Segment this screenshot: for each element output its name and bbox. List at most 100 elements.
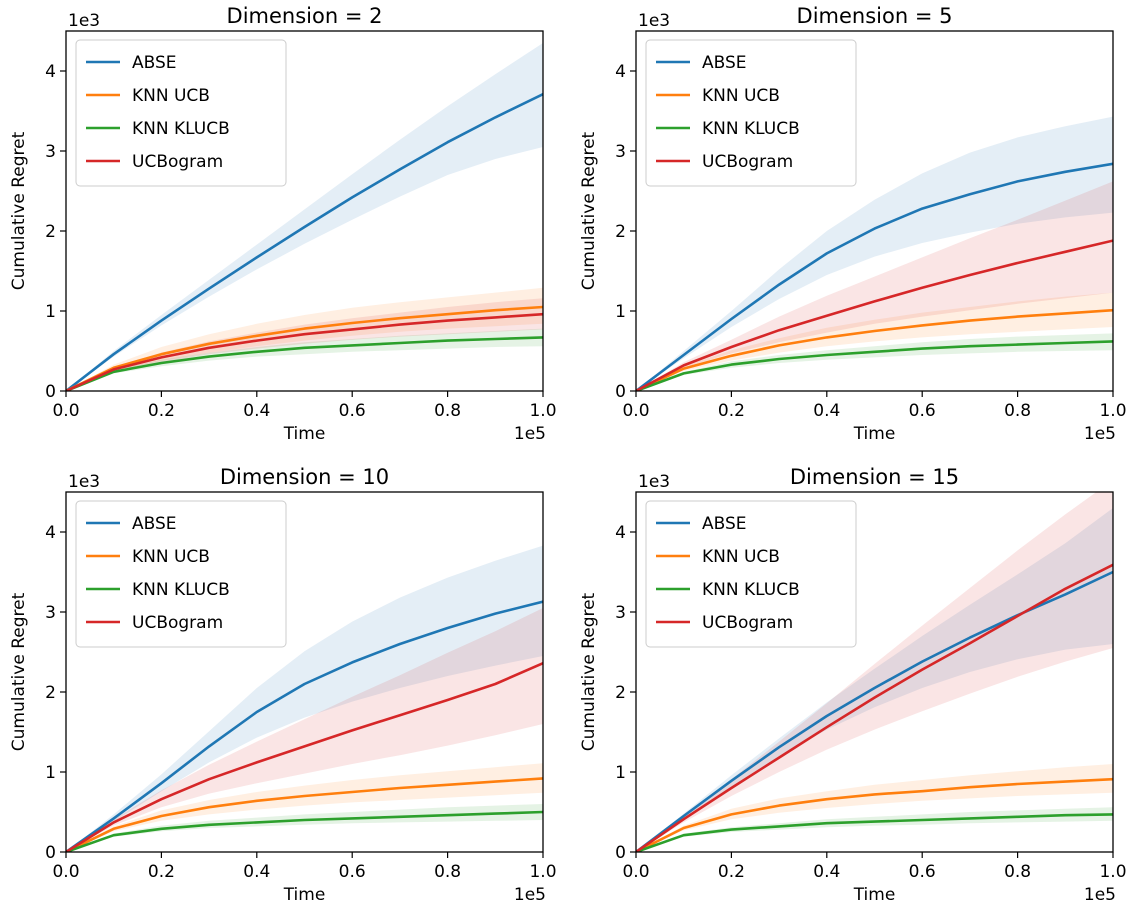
line-knn-klucb xyxy=(66,810,543,852)
y-tick-label: 2 xyxy=(45,222,56,242)
legend-box xyxy=(75,39,287,187)
y-tick-label: 3 xyxy=(45,142,56,162)
x-tick-label: 1.0 xyxy=(1099,862,1126,882)
legend-label: UCBogram xyxy=(132,613,223,633)
x-axis: 0.0 0.2 0.4 0.6 0.8 1.0 xyxy=(622,852,1127,882)
legend-label: UCBogram xyxy=(702,613,793,633)
legend-label: KNN UCB xyxy=(702,86,780,106)
legend-label: KNN UCB xyxy=(702,547,780,567)
line-ucbogram xyxy=(636,563,1113,852)
x-tick-label: 0.0 xyxy=(622,401,649,421)
y-tick-label: 1 xyxy=(615,302,626,322)
subplot-title: Dimension = 2 xyxy=(227,4,383,28)
band-ucbogram xyxy=(66,608,543,852)
y-tick-label: 0 xyxy=(45,843,56,863)
line-abse xyxy=(66,600,543,852)
axes-frame xyxy=(635,491,1114,853)
x-axis-label: Time xyxy=(283,424,326,444)
y-tick-label: 2 xyxy=(615,222,626,242)
subplot-3: 0.0 0.2 0.4 0.6 0.8 1.0 0 1 2 3 4 1e3 1e5 Dimension =… xyxy=(9,465,557,905)
series-lines xyxy=(636,563,1113,852)
x-tick-label: 0.0 xyxy=(52,862,79,882)
x-axis: 0.0 0.2 0.4 0.6 0.8 1.0 xyxy=(52,852,557,882)
x-tick-label: 0.2 xyxy=(718,862,745,882)
legend-label: KNN KLUCB xyxy=(702,119,800,139)
x-axis-label: Time xyxy=(853,424,896,444)
legend-box xyxy=(645,39,857,187)
legend: ABSE KNN UCB KNN KLUCB UCBogram xyxy=(75,500,287,648)
subplot-title: Dimension = 5 xyxy=(797,4,953,28)
legend: ABSE KNN UCB KNN KLUCB UCBogram xyxy=(75,39,287,187)
legend-label: ABSE xyxy=(132,53,177,73)
x-axis-label: Time xyxy=(283,885,326,905)
legend-label: UCBogram xyxy=(702,152,793,172)
line-ucbogram xyxy=(66,312,543,391)
legend-label: ABSE xyxy=(702,514,747,534)
series-lines xyxy=(66,600,543,852)
y-offset-label: 1e3 xyxy=(68,472,100,492)
line-knn-klucb xyxy=(636,813,1113,852)
subplot-1: 0.0 0.2 0.4 0.6 0.8 1.0 0 1 2 3 4 1e3 1e5 Dimension =… xyxy=(9,4,557,444)
x-offset-label: 1e5 xyxy=(1084,885,1116,905)
band-knn-klucb xyxy=(636,807,1113,852)
legend-label: KNN UCB xyxy=(132,547,210,567)
x-tick-label: 0.6 xyxy=(339,401,366,421)
y-offset-label: 1e3 xyxy=(638,11,670,31)
band-abse xyxy=(636,116,1113,391)
band-knn-klucb xyxy=(66,328,543,391)
x-tick-label: 1.0 xyxy=(529,401,556,421)
legend-box xyxy=(75,500,287,648)
band-knn-ucb xyxy=(636,292,1113,391)
y-tick-label: 2 xyxy=(615,683,626,703)
line-abse xyxy=(636,162,1113,391)
y-tick-label: 3 xyxy=(615,603,626,623)
x-offset-label: 1e5 xyxy=(514,424,546,444)
line-knn-ucb xyxy=(636,308,1113,391)
band-ucbogram xyxy=(636,492,1113,852)
band-knn-ucb xyxy=(66,287,543,391)
x-tick-label: 0.2 xyxy=(148,401,175,421)
y-tick-label: 4 xyxy=(615,62,626,82)
x-tick-label: 0.6 xyxy=(909,401,936,421)
x-axis: 0.0 0.2 0.4 0.6 0.8 1.0 xyxy=(52,391,557,421)
legend-label: UCBogram xyxy=(132,152,223,172)
x-tick-label: 0.0 xyxy=(622,862,649,882)
series-lines xyxy=(66,92,543,391)
y-tick-label: 0 xyxy=(615,382,626,402)
legend-label: ABSE xyxy=(702,53,747,73)
band-abse xyxy=(66,545,543,852)
axes-frame xyxy=(635,30,1114,392)
legend: ABSE KNN UCB KNN KLUCB UCBogram xyxy=(645,39,857,187)
legend-box xyxy=(645,500,857,648)
x-tick-label: 0.8 xyxy=(434,401,461,421)
x-tick-label: 0.8 xyxy=(1004,401,1031,421)
y-tick-label: 2 xyxy=(45,683,56,703)
y-tick-label: 1 xyxy=(615,763,626,783)
legend: ABSE KNN UCB KNN KLUCB UCBogram xyxy=(645,500,857,648)
line-knn-ucb xyxy=(66,305,543,391)
y-offset-label: 1e3 xyxy=(68,11,100,31)
line-knn-klucb xyxy=(636,340,1113,391)
y-tick-label: 4 xyxy=(615,523,626,543)
axes-frame xyxy=(65,30,544,392)
subplot-title: Dimension = 10 xyxy=(220,465,389,489)
x-tick-label: 1.0 xyxy=(529,862,556,882)
y-axis-label: Cumulative Regret xyxy=(9,131,29,290)
y-axis-label: Cumulative Regret xyxy=(579,131,599,290)
x-tick-label: 0.4 xyxy=(813,862,840,882)
line-ucbogram xyxy=(66,661,543,852)
x-axis: 0.0 0.2 0.4 0.6 0.8 1.0 xyxy=(622,391,1127,421)
x-tick-label: 1.0 xyxy=(1099,401,1126,421)
y-tick-label: 1 xyxy=(45,302,56,322)
y-axis-label: Cumulative Regret xyxy=(579,592,599,751)
x-tick-label: 0.6 xyxy=(909,862,936,882)
y-tick-label: 3 xyxy=(615,142,626,162)
subplot-title: Dimension = 15 xyxy=(790,465,959,489)
axes-frame xyxy=(65,491,544,853)
subplot-2: 0.0 0.2 0.4 0.6 0.8 1.0 0 1 2 3 4 1e3 1e5 Dimension =… xyxy=(579,4,1127,444)
legend-label: KNN UCB xyxy=(132,86,210,106)
legend-label: ABSE xyxy=(132,514,177,534)
x-tick-label: 0.4 xyxy=(243,401,270,421)
line-ucbogram xyxy=(636,239,1113,391)
